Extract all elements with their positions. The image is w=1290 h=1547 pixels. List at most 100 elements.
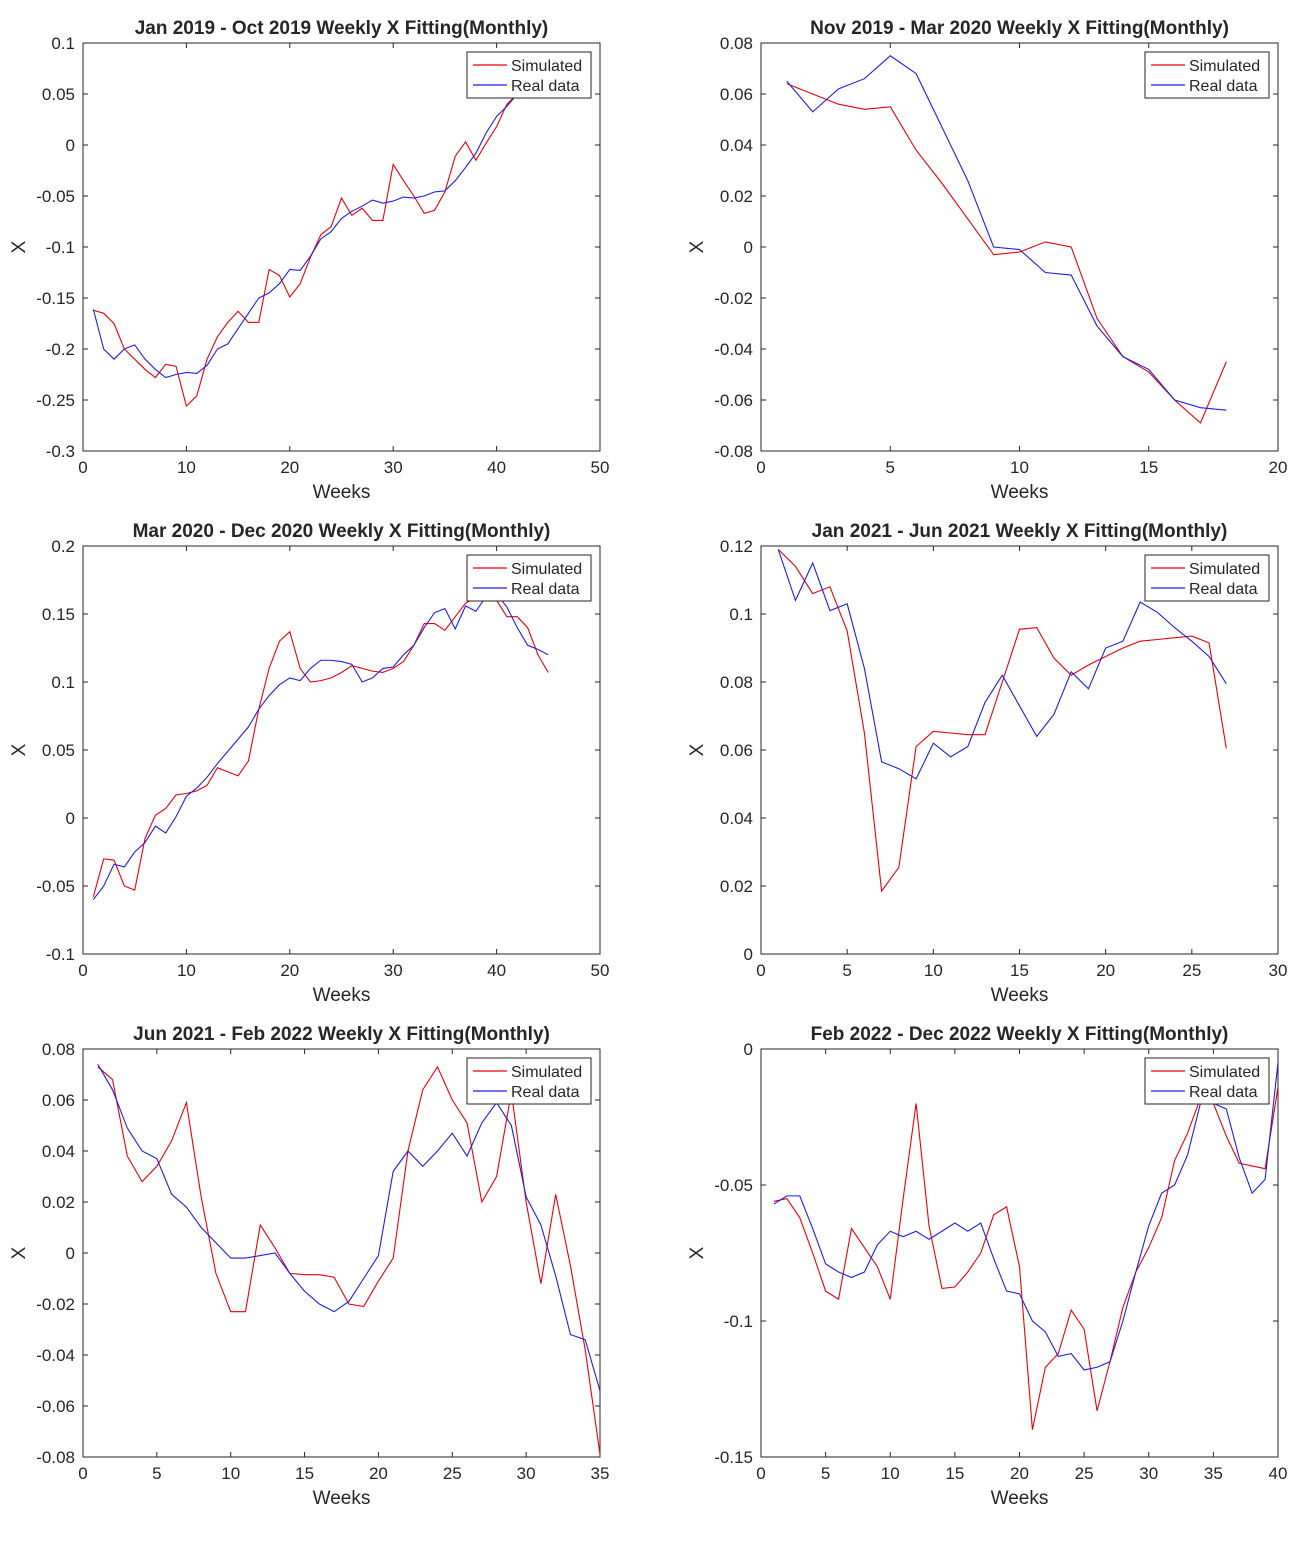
- y-tick-label: -0.08: [714, 442, 753, 461]
- x-tick-label: 5: [842, 961, 851, 980]
- x-tick-label: 20: [1010, 1464, 1029, 1483]
- x-tick-label: 15: [945, 1464, 964, 1483]
- x-tick-label: 30: [1269, 961, 1288, 980]
- series-line-real-data: [773, 1062, 1278, 1371]
- x-tick-label: 20: [369, 1464, 388, 1483]
- legend-label: Simulated: [511, 561, 582, 578]
- y-axis-label: X: [9, 1246, 30, 1259]
- chart-title: Nov 2019 - Mar 2020 Weekly X Fitting(Mon…: [810, 18, 1229, 39]
- series-line-simulated: [773, 1086, 1278, 1430]
- x-tick-label: 30: [517, 1464, 536, 1483]
- legend-label: Simulated: [1189, 58, 1260, 75]
- x-tick-label: 35: [1204, 1464, 1223, 1483]
- x-tick-label: 30: [1139, 1464, 1158, 1483]
- y-axis-label: X: [687, 240, 708, 253]
- series-line-real-data: [97, 1064, 600, 1391]
- x-tick-label: 0: [78, 458, 87, 477]
- y-tick-label: -0.1: [46, 945, 75, 964]
- y-tick-label: 0: [66, 1244, 75, 1263]
- x-tick-label: 50: [591, 961, 610, 980]
- chart-title: Mar 2020 - Dec 2020 Weekly X Fitting(Mon…: [133, 521, 551, 542]
- x-tick-label: 25: [443, 1464, 462, 1483]
- y-tick-label: -0.2: [46, 340, 75, 359]
- x-tick-label: 15: [1139, 458, 1158, 477]
- chart-title: Jan 2021 - Jun 2021 Weekly X Fitting(Mon…: [812, 521, 1228, 542]
- x-tick-label: 40: [487, 961, 506, 980]
- legend-label: Simulated: [511, 1064, 582, 1081]
- y-tick-label: -0.06: [36, 1397, 75, 1416]
- series-line-real-data: [92, 592, 549, 900]
- y-tick-label: 0.15: [42, 605, 75, 624]
- y-tick-label: 0.08: [720, 34, 753, 53]
- y-tick-label: -0.15: [36, 289, 75, 308]
- y-axis-label: X: [9, 743, 30, 756]
- x-tick-label: 20: [1269, 458, 1288, 477]
- y-tick-label: 0.02: [42, 1193, 75, 1212]
- y-tick-label: -0.04: [36, 1346, 75, 1365]
- x-axis-label: Weeks: [991, 1488, 1049, 1509]
- y-tick-label: 0.1: [729, 605, 753, 624]
- series-line-simulated: [777, 549, 1227, 893]
- y-tick-label: 0: [744, 1040, 753, 1059]
- x-tick-label: 30: [384, 458, 403, 477]
- x-tick-label: 15: [295, 1464, 314, 1483]
- x-tick-label: 5: [886, 458, 895, 477]
- y-tick-label: 0.06: [42, 1091, 75, 1110]
- x-tick-label: 0: [756, 458, 765, 477]
- x-axis-label: Weeks: [313, 1488, 371, 1509]
- y-tick-label: 0.1: [51, 673, 75, 692]
- x-tick-label: 30: [384, 961, 403, 980]
- x-tick-label: 5: [821, 1464, 830, 1483]
- y-axis-label: X: [9, 240, 30, 253]
- y-tick-label: -0.06: [714, 391, 753, 410]
- y-tick-label: -0.02: [36, 1295, 75, 1314]
- y-tick-label: 0.12: [720, 537, 753, 556]
- x-tick-label: 50: [591, 458, 610, 477]
- x-tick-label: 0: [756, 1464, 765, 1483]
- x-tick-label: 20: [280, 961, 299, 980]
- x-tick-label: 35: [591, 1464, 610, 1483]
- y-tick-label: 0.08: [720, 673, 753, 692]
- series-line-real-data: [786, 55, 1227, 411]
- x-tick-label: 15: [1010, 961, 1029, 980]
- x-tick-label: 10: [1010, 458, 1029, 477]
- x-tick-label: 0: [78, 1464, 87, 1483]
- x-tick-label: 5: [152, 1464, 161, 1483]
- legend-label: Real data: [1189, 581, 1258, 598]
- y-tick-label: -0.15: [714, 1448, 753, 1467]
- y-tick-label: -0.05: [714, 1176, 753, 1195]
- chart-title: Jan 2019 - Oct 2019 Weekly X Fitting(Mon…: [135, 18, 549, 39]
- legend: Simulated Real data: [1144, 554, 1270, 602]
- x-tick-label: 0: [756, 961, 765, 980]
- y-tick-label: 0.04: [720, 136, 753, 155]
- x-tick-label: 40: [487, 458, 506, 477]
- legend: Simulated Real data: [466, 51, 592, 99]
- y-tick-label: 0.04: [42, 1142, 75, 1161]
- y-tick-label: 0.02: [720, 187, 753, 206]
- y-tick-label: -0.02: [714, 289, 753, 308]
- legend-label: Simulated: [1189, 1064, 1260, 1081]
- chart-panel-6: Feb 2022 - Dec 2022 Weekly X Fitting(Mon…: [687, 1024, 1287, 1509]
- legend-box: [466, 51, 592, 99]
- x-tick-label: 25: [1182, 961, 1201, 980]
- series-line-simulated: [93, 62, 549, 408]
- x-tick-label: 10: [177, 961, 196, 980]
- legend-label: Real data: [511, 1084, 580, 1101]
- legend: Simulated Real data: [466, 554, 592, 602]
- y-tick-label: 0.02: [720, 877, 753, 896]
- y-tick-label: -0.05: [36, 187, 75, 206]
- legend-box: [466, 1057, 592, 1105]
- x-tick-label: 10: [924, 961, 943, 980]
- y-tick-label: 0.05: [42, 85, 75, 104]
- y-tick-label: 0.05: [42, 741, 75, 760]
- y-tick-label: 0.06: [720, 85, 753, 104]
- x-axis-label: Weeks: [313, 985, 371, 1006]
- y-tick-label: 0: [66, 136, 75, 155]
- y-axis-label: X: [687, 743, 708, 756]
- legend: Simulated Real data: [466, 1057, 592, 1105]
- x-tick-label: 40: [1269, 1464, 1288, 1483]
- legend-label: Real data: [511, 78, 580, 95]
- y-tick-label: -0.25: [36, 391, 75, 410]
- series-line-real-data: [777, 549, 1227, 780]
